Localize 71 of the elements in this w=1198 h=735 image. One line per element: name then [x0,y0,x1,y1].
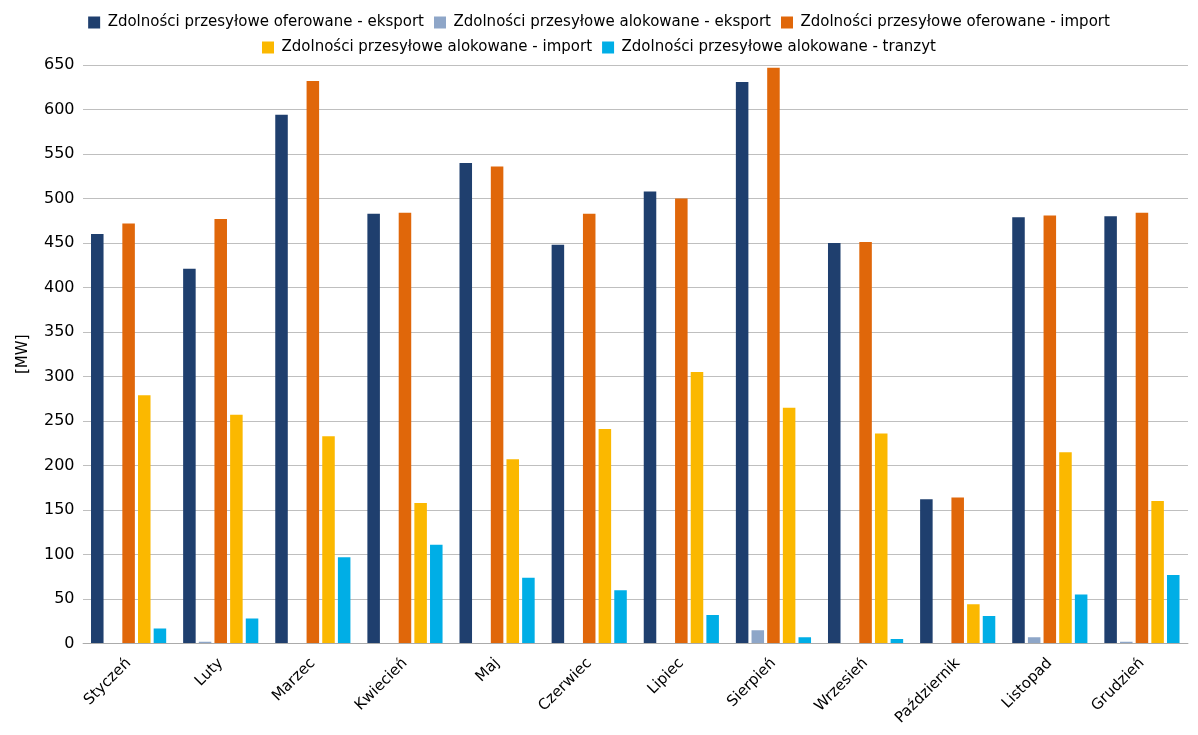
bar [414,502,427,644]
bar [245,618,259,644]
bar [1027,637,1041,644]
y-tick-label: 450 [43,232,75,252]
bar [230,414,243,644]
bar [643,191,657,644]
bar [490,166,504,644]
y-tick-label: 500 [43,187,75,207]
y-tick-label: 200 [43,454,75,474]
bar [827,243,841,644]
bar [522,577,535,644]
x-tick-label: Maj [471,653,503,686]
y-tick-label: 250 [43,410,75,430]
bar [582,213,596,644]
y-tick-label: 350 [43,321,75,341]
bar [598,429,612,644]
bar [751,630,765,644]
bar [153,628,167,644]
bar [122,223,135,644]
bar [91,234,104,644]
bar [1151,501,1164,644]
bar [767,67,780,644]
bar [920,499,933,644]
legend-label: Zdolności przesyłowe alokowane - eksport [453,12,772,31]
y-tick-label: 650 [43,54,75,74]
bar [1059,452,1072,644]
bar [798,637,812,644]
y-axis-title: [MW] [12,334,31,375]
bar [459,162,473,644]
bar [675,198,688,644]
bar [337,557,351,644]
y-tick-label: 100 [43,543,75,563]
bar [214,218,227,644]
bar [890,639,904,644]
bar [306,81,320,644]
bar [1104,216,1117,644]
y-tick-label: 600 [43,98,75,118]
y-tick-label: 150 [43,499,75,519]
bar [1074,594,1088,644]
legend-label: Zdolności przesyłowe alokowane - import [281,37,593,56]
y-tick-label: 550 [43,143,75,163]
bar [430,544,443,644]
bar [398,212,412,644]
bar [322,436,335,644]
bar [614,590,627,644]
bar [859,242,872,644]
legend-label: Zdolności przesyłowe alokowane - tranzyt [621,37,937,56]
bar [138,395,151,644]
bar [982,615,996,644]
bar [951,497,964,644]
bar [183,268,196,644]
bar [967,604,980,644]
bar [782,407,796,644]
bar [506,459,520,644]
y-tick-label: 300 [43,365,75,385]
bar [367,213,380,644]
y-tick-label: 50 [54,588,75,608]
bar [1167,574,1180,644]
bar [874,433,888,644]
y-tick-label: 0 [64,632,75,652]
bar [275,114,288,644]
bar [690,372,704,644]
bar [1135,212,1149,644]
bar [1043,215,1057,644]
bar [1012,217,1025,644]
bar [706,615,719,644]
bar [735,81,749,644]
bar [551,244,565,644]
legend-label: Zdolności przesyłowe oferowane - eksport [107,12,425,31]
legend-label: Zdolności przesyłowe oferowane - import [800,12,1110,31]
y-tick-label: 400 [43,276,75,296]
